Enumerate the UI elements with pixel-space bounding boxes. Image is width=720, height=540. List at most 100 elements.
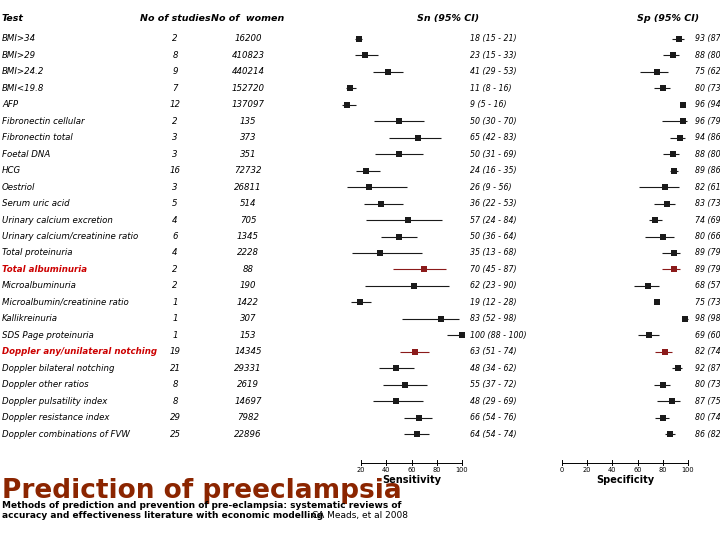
Text: Doppler bilateral notching: Doppler bilateral notching: [2, 364, 114, 373]
Text: BMI<19.8: BMI<19.8: [2, 84, 45, 93]
Text: 19: 19: [169, 347, 181, 356]
Text: 21: 21: [169, 364, 181, 373]
Text: 88: 88: [243, 265, 253, 274]
Text: 7982: 7982: [237, 413, 259, 422]
Text: 68 (57 - 77): 68 (57 - 77): [695, 281, 720, 291]
Text: 72732: 72732: [234, 166, 262, 175]
Text: 2228: 2228: [237, 248, 259, 258]
Text: 64 (54 - 74): 64 (54 - 74): [470, 430, 517, 438]
Text: HCG: HCG: [2, 166, 21, 175]
Text: 50 (30 - 70): 50 (30 - 70): [470, 117, 517, 126]
Text: 351: 351: [240, 150, 256, 159]
Text: 2: 2: [172, 281, 178, 291]
Text: 2: 2: [172, 265, 178, 274]
Text: 0: 0: [560, 467, 564, 473]
Text: 373: 373: [240, 133, 256, 142]
Text: 94 (86 - 98): 94 (86 - 98): [695, 133, 720, 142]
Text: Sensitivity: Sensitivity: [382, 475, 441, 485]
Text: 100: 100: [682, 467, 694, 473]
Text: 16200: 16200: [234, 35, 262, 43]
Text: 16: 16: [169, 166, 181, 175]
Text: 96 (94 - 98): 96 (94 - 98): [695, 100, 720, 109]
Text: 1: 1: [172, 314, 178, 323]
Text: 1422: 1422: [237, 298, 259, 307]
Text: 74 (69 - 79): 74 (69 - 79): [695, 215, 720, 225]
Text: Microalbumin/creatinine ratio: Microalbumin/creatinine ratio: [2, 298, 129, 307]
Text: 50 (36 - 64): 50 (36 - 64): [470, 232, 517, 241]
Text: Doppler other ratios: Doppler other ratios: [2, 380, 89, 389]
Text: 55 (37 - 72): 55 (37 - 72): [470, 380, 517, 389]
Text: 22896: 22896: [234, 430, 262, 438]
Text: 96 (79 - 99): 96 (79 - 99): [695, 117, 720, 126]
Text: 98 (98 - 100): 98 (98 - 100): [695, 314, 720, 323]
Text: AFP: AFP: [2, 100, 18, 109]
Text: CA Meads, et al 2008: CA Meads, et al 2008: [309, 511, 408, 520]
Text: Microalbuminuria: Microalbuminuria: [2, 281, 77, 291]
Text: accuracy and effectiveness literature with economic modelling: accuracy and effectiveness literature wi…: [2, 511, 323, 520]
Text: 3: 3: [172, 150, 178, 159]
Text: 65 (42 - 83): 65 (42 - 83): [470, 133, 517, 142]
Text: Doppler combinations of FVW: Doppler combinations of FVW: [2, 430, 130, 438]
Text: Urinary calcium excretion: Urinary calcium excretion: [2, 215, 113, 225]
Text: 100: 100: [456, 467, 468, 473]
Text: No of studies: No of studies: [140, 14, 210, 23]
Text: 89 (79 - 94): 89 (79 - 94): [695, 248, 720, 258]
Text: 63 (51 - 74): 63 (51 - 74): [470, 347, 517, 356]
Text: 12: 12: [169, 100, 181, 109]
Text: 1: 1: [172, 331, 178, 340]
Text: 35 (13 - 68): 35 (13 - 68): [470, 248, 517, 258]
Text: 4: 4: [172, 248, 178, 258]
Text: 80 (73 - 86): 80 (73 - 86): [695, 380, 720, 389]
Text: SDS Page proteinuria: SDS Page proteinuria: [2, 331, 94, 340]
Text: 88 (80 - 93): 88 (80 - 93): [695, 51, 720, 60]
Text: 20: 20: [583, 467, 591, 473]
Text: 48 (34 - 62): 48 (34 - 62): [470, 364, 517, 373]
Text: 41 (29 - 53): 41 (29 - 53): [470, 68, 517, 76]
Text: Test: Test: [2, 14, 24, 23]
Text: 18 (15 - 21): 18 (15 - 21): [470, 35, 517, 43]
Text: 87 (75 - 94): 87 (75 - 94): [695, 397, 720, 406]
Text: 80 (73 - 86): 80 (73 - 86): [695, 84, 720, 93]
Text: 70 (45 - 87): 70 (45 - 87): [470, 265, 517, 274]
Text: 93 (87 - 97): 93 (87 - 97): [695, 35, 720, 43]
Text: 40: 40: [382, 467, 391, 473]
Text: 80: 80: [659, 467, 667, 473]
Text: 23 (15 - 33): 23 (15 - 33): [470, 51, 517, 60]
Text: 80 (74 - 85): 80 (74 - 85): [695, 413, 720, 422]
Text: Total albuminuria: Total albuminuria: [2, 265, 87, 274]
Text: Sn (95% CI): Sn (95% CI): [417, 14, 479, 23]
Text: 57 (24 - 84): 57 (24 - 84): [470, 215, 517, 225]
Text: Sp (95% CI): Sp (95% CI): [637, 14, 699, 23]
Text: No of  women: No of women: [212, 14, 284, 23]
Text: 92 (87 - 95): 92 (87 - 95): [695, 364, 720, 373]
Text: 83 (52 - 98): 83 (52 - 98): [470, 314, 517, 323]
Text: Specificity: Specificity: [596, 475, 654, 485]
Text: 40: 40: [608, 467, 616, 473]
Text: 29: 29: [169, 413, 181, 422]
Text: BMI>29: BMI>29: [2, 51, 36, 60]
Text: 8: 8: [172, 380, 178, 389]
Text: 48 (29 - 69): 48 (29 - 69): [470, 397, 517, 406]
Text: Kallikreinuria: Kallikreinuria: [2, 314, 58, 323]
Text: 4: 4: [172, 215, 178, 225]
Text: 82 (74 - 87): 82 (74 - 87): [695, 347, 720, 356]
Text: 307: 307: [240, 314, 256, 323]
Text: 14697: 14697: [234, 397, 262, 406]
Text: 80: 80: [433, 467, 441, 473]
Text: 36 (22 - 53): 36 (22 - 53): [470, 199, 517, 208]
Text: 75 (62 - 84): 75 (62 - 84): [695, 68, 720, 76]
Text: 5: 5: [172, 199, 178, 208]
Text: 6: 6: [172, 232, 178, 241]
Text: Fibronectin total: Fibronectin total: [2, 133, 73, 142]
Text: 9 (5 - 16): 9 (5 - 16): [470, 100, 507, 109]
Text: Doppler resistance index: Doppler resistance index: [2, 413, 109, 422]
Text: 14345: 14345: [234, 347, 262, 356]
Text: 62 (23 - 90): 62 (23 - 90): [470, 281, 517, 291]
Text: 89 (79 - 94): 89 (79 - 94): [695, 265, 720, 274]
Text: 100 (88 - 100): 100 (88 - 100): [470, 331, 526, 340]
Text: 8: 8: [172, 51, 178, 60]
Text: 89 (86 - 92): 89 (86 - 92): [695, 166, 720, 175]
Text: BMI>34: BMI>34: [2, 35, 36, 43]
Text: Foetal DNA: Foetal DNA: [2, 150, 50, 159]
Text: 2: 2: [172, 117, 178, 126]
